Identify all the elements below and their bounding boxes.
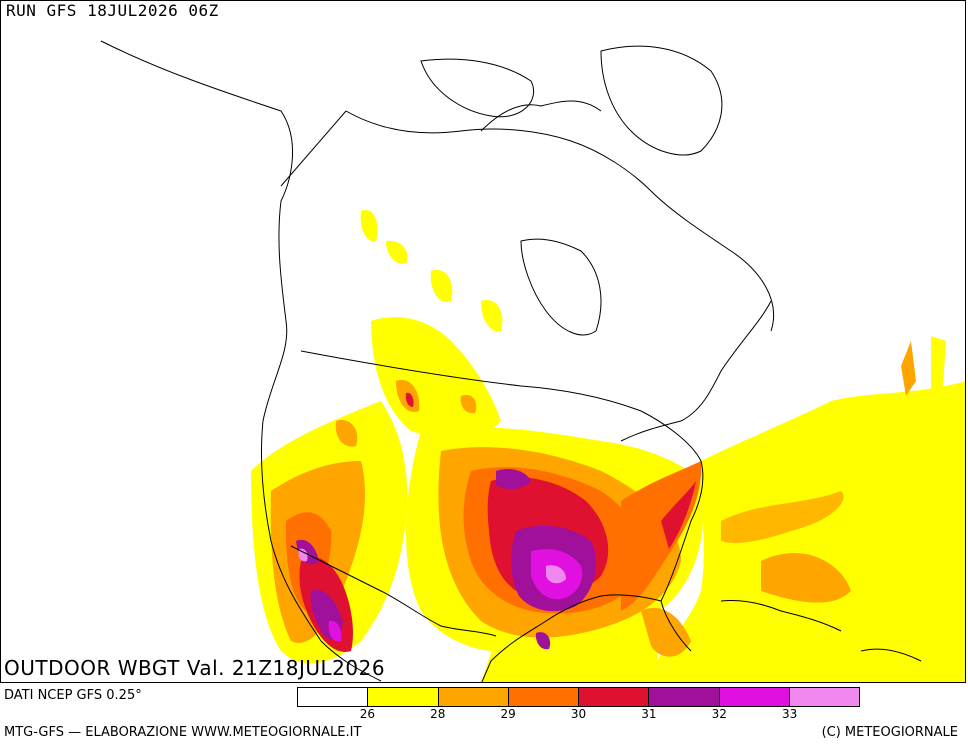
legend-swatch (789, 688, 859, 706)
atlantic-orange-bands (721, 491, 844, 543)
legend-swatch (368, 688, 439, 706)
legend-swatch (719, 688, 790, 706)
legend-tick-label: 33 (781, 707, 798, 721)
run-title: RUN GFS 18JUL2026 06Z (4, 1, 221, 20)
legend-swatch (579, 688, 650, 706)
legend-tick-label: 26 (359, 707, 376, 721)
atlantic-warm-region (642, 381, 965, 682)
color-legend (297, 687, 860, 707)
valid-time-title: OUTDOOR WBGT Val. 21Z18JUL2026 (4, 656, 386, 680)
legend-swatch (649, 688, 720, 706)
data-source-label: DATI NCEP GFS 0.25° (4, 688, 142, 703)
legend-tick-label: 31 (641, 707, 657, 721)
legend-tick-label: 32 (711, 707, 727, 721)
legend-tick-labels: 26 28 29 30 31 32 33 (297, 707, 860, 723)
legend-tick-label: 28 (430, 707, 446, 721)
legend-swatch (298, 688, 369, 706)
credit-right: (C) METEOGIORNALE (821, 725, 958, 740)
caribbean-orange (761, 552, 851, 603)
wbgt-map (100, 40, 965, 682)
coastlines (100, 40, 922, 682)
legend-swatch (508, 688, 579, 706)
legend-tick-label: 29 (500, 707, 516, 721)
legend-tick-label: 30 (570, 707, 587, 721)
map-panel (0, 0, 966, 683)
credit-left: MTG-GFS — ELABORAZIONE WWW.METEOGIORNALE… (4, 725, 362, 740)
legend-swatch (438, 688, 509, 706)
